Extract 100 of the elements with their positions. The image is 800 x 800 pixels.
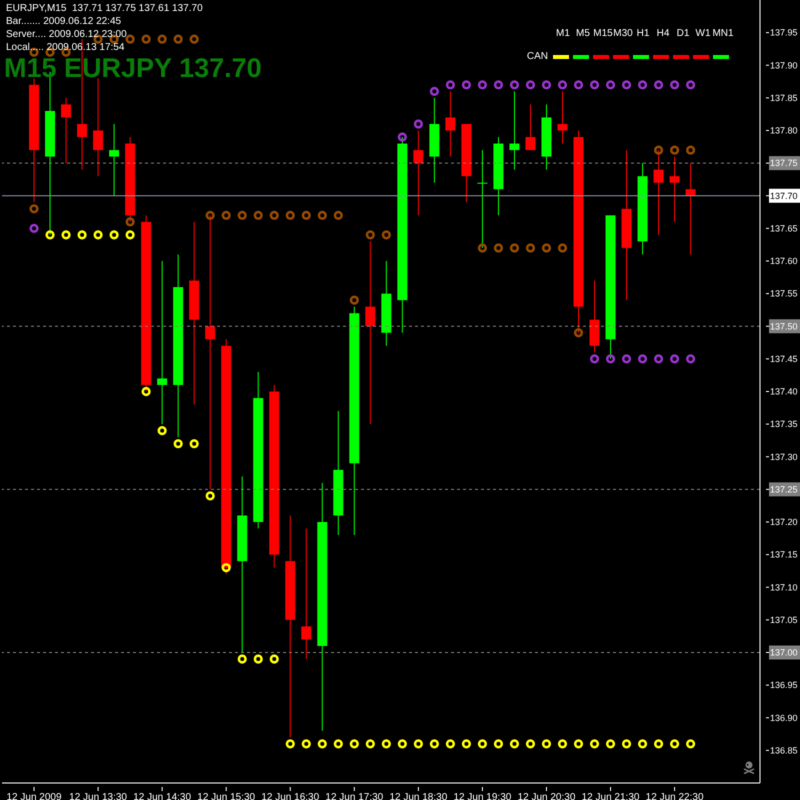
y-tick-label: 137.50 [770,321,798,332]
y-tick-label: 137.60 [770,256,798,266]
y-tick-label: 137.40 [770,386,798,396]
point [270,210,279,220]
candlestick [365,240,376,425]
point [606,739,616,748]
point [478,243,488,253]
y-tick-label: 136.85 [770,745,798,756]
point [318,210,327,220]
point [686,354,696,364]
x-tick-label: 12 Jun 19:30 [454,792,512,800]
point [126,217,135,226]
y-tick-label: 136.95 [770,680,798,690]
point [574,80,584,90]
candlestick [157,260,168,425]
point [494,80,504,90]
annotation: H1 [636,28,650,40]
y-tick-label: 137.55 [770,288,798,299]
candlestick [525,104,536,151]
point [158,426,167,436]
x-tick-label: 12 Jun 13:30 [69,792,128,800]
point [574,328,584,338]
candlestick [93,78,104,177]
point [254,654,263,664]
point [158,34,167,44]
point [350,739,359,748]
point [142,386,151,396]
point [590,80,600,90]
point [494,739,504,748]
candlestick [670,156,680,222]
y-tick-label: 137.15 [770,550,798,560]
point [126,230,135,240]
point [238,210,247,220]
y-tick-label: 136.90 [770,712,798,723]
point [526,243,536,253]
point [302,210,311,220]
point [606,354,616,364]
x-tick-label: 12 Jun 18:30 [389,792,448,800]
y-tick-label: 137.20 [770,517,798,527]
point [622,80,632,90]
point [222,210,231,220]
point [558,80,568,90]
y-tick-label: 137.70 [770,190,798,201]
point [558,739,568,748]
candlestick [445,90,456,158]
annotation: M5 [575,28,591,40]
annotation: EURJPY,M15 137.71 137.75 137.61 137.70 [6,3,203,15]
point [77,230,87,240]
point [478,739,488,748]
point [494,243,504,253]
point [622,739,632,748]
point [654,739,664,748]
candlestick [509,90,520,170]
point [510,80,520,90]
point [45,230,55,240]
point [542,243,552,253]
point [670,354,680,364]
x-tick-label: 12 Jun 21:30 [582,792,640,800]
point [318,739,327,748]
point [510,739,520,748]
point [558,243,568,253]
point [638,80,648,90]
point [270,654,279,664]
x-tick-label: 12 Jun 22:30 [646,792,704,800]
x-tick-label: 12 Jun 20:30 [518,792,576,800]
point [446,80,455,90]
point [350,296,359,305]
y-tick-label: 137.45 [770,354,798,364]
x-tick-label: 12 Jun 16:30 [261,792,320,800]
y-tick-label: 137.35 [770,419,798,430]
point [430,86,439,96]
annotation: H4 [656,28,670,40]
point [606,80,616,90]
point [286,210,295,220]
annotation: M15 [592,28,614,40]
y-tick-label: 137.90 [770,60,798,70]
point [142,34,151,44]
point [29,224,39,233]
point [302,739,311,748]
point [542,739,552,748]
annotation: Server.... 2009.06.12 23:00 [6,29,127,41]
point [334,739,343,748]
point [174,34,183,44]
point [686,80,696,90]
y-tick-label: 137.25 [770,484,798,494]
y-tick-label: 137.95 [770,28,798,38]
point [686,739,696,748]
x-tick-label: 12 Jun 17:30 [325,792,384,800]
point [110,230,119,240]
point [29,204,39,214]
point [526,739,536,748]
point [190,34,199,44]
point [670,80,680,90]
y-tick-label: 137.10 [770,582,798,592]
point [414,739,423,748]
point [254,210,263,220]
point [654,145,664,155]
candlestick [301,528,312,660]
point [686,145,696,155]
point [638,739,648,748]
